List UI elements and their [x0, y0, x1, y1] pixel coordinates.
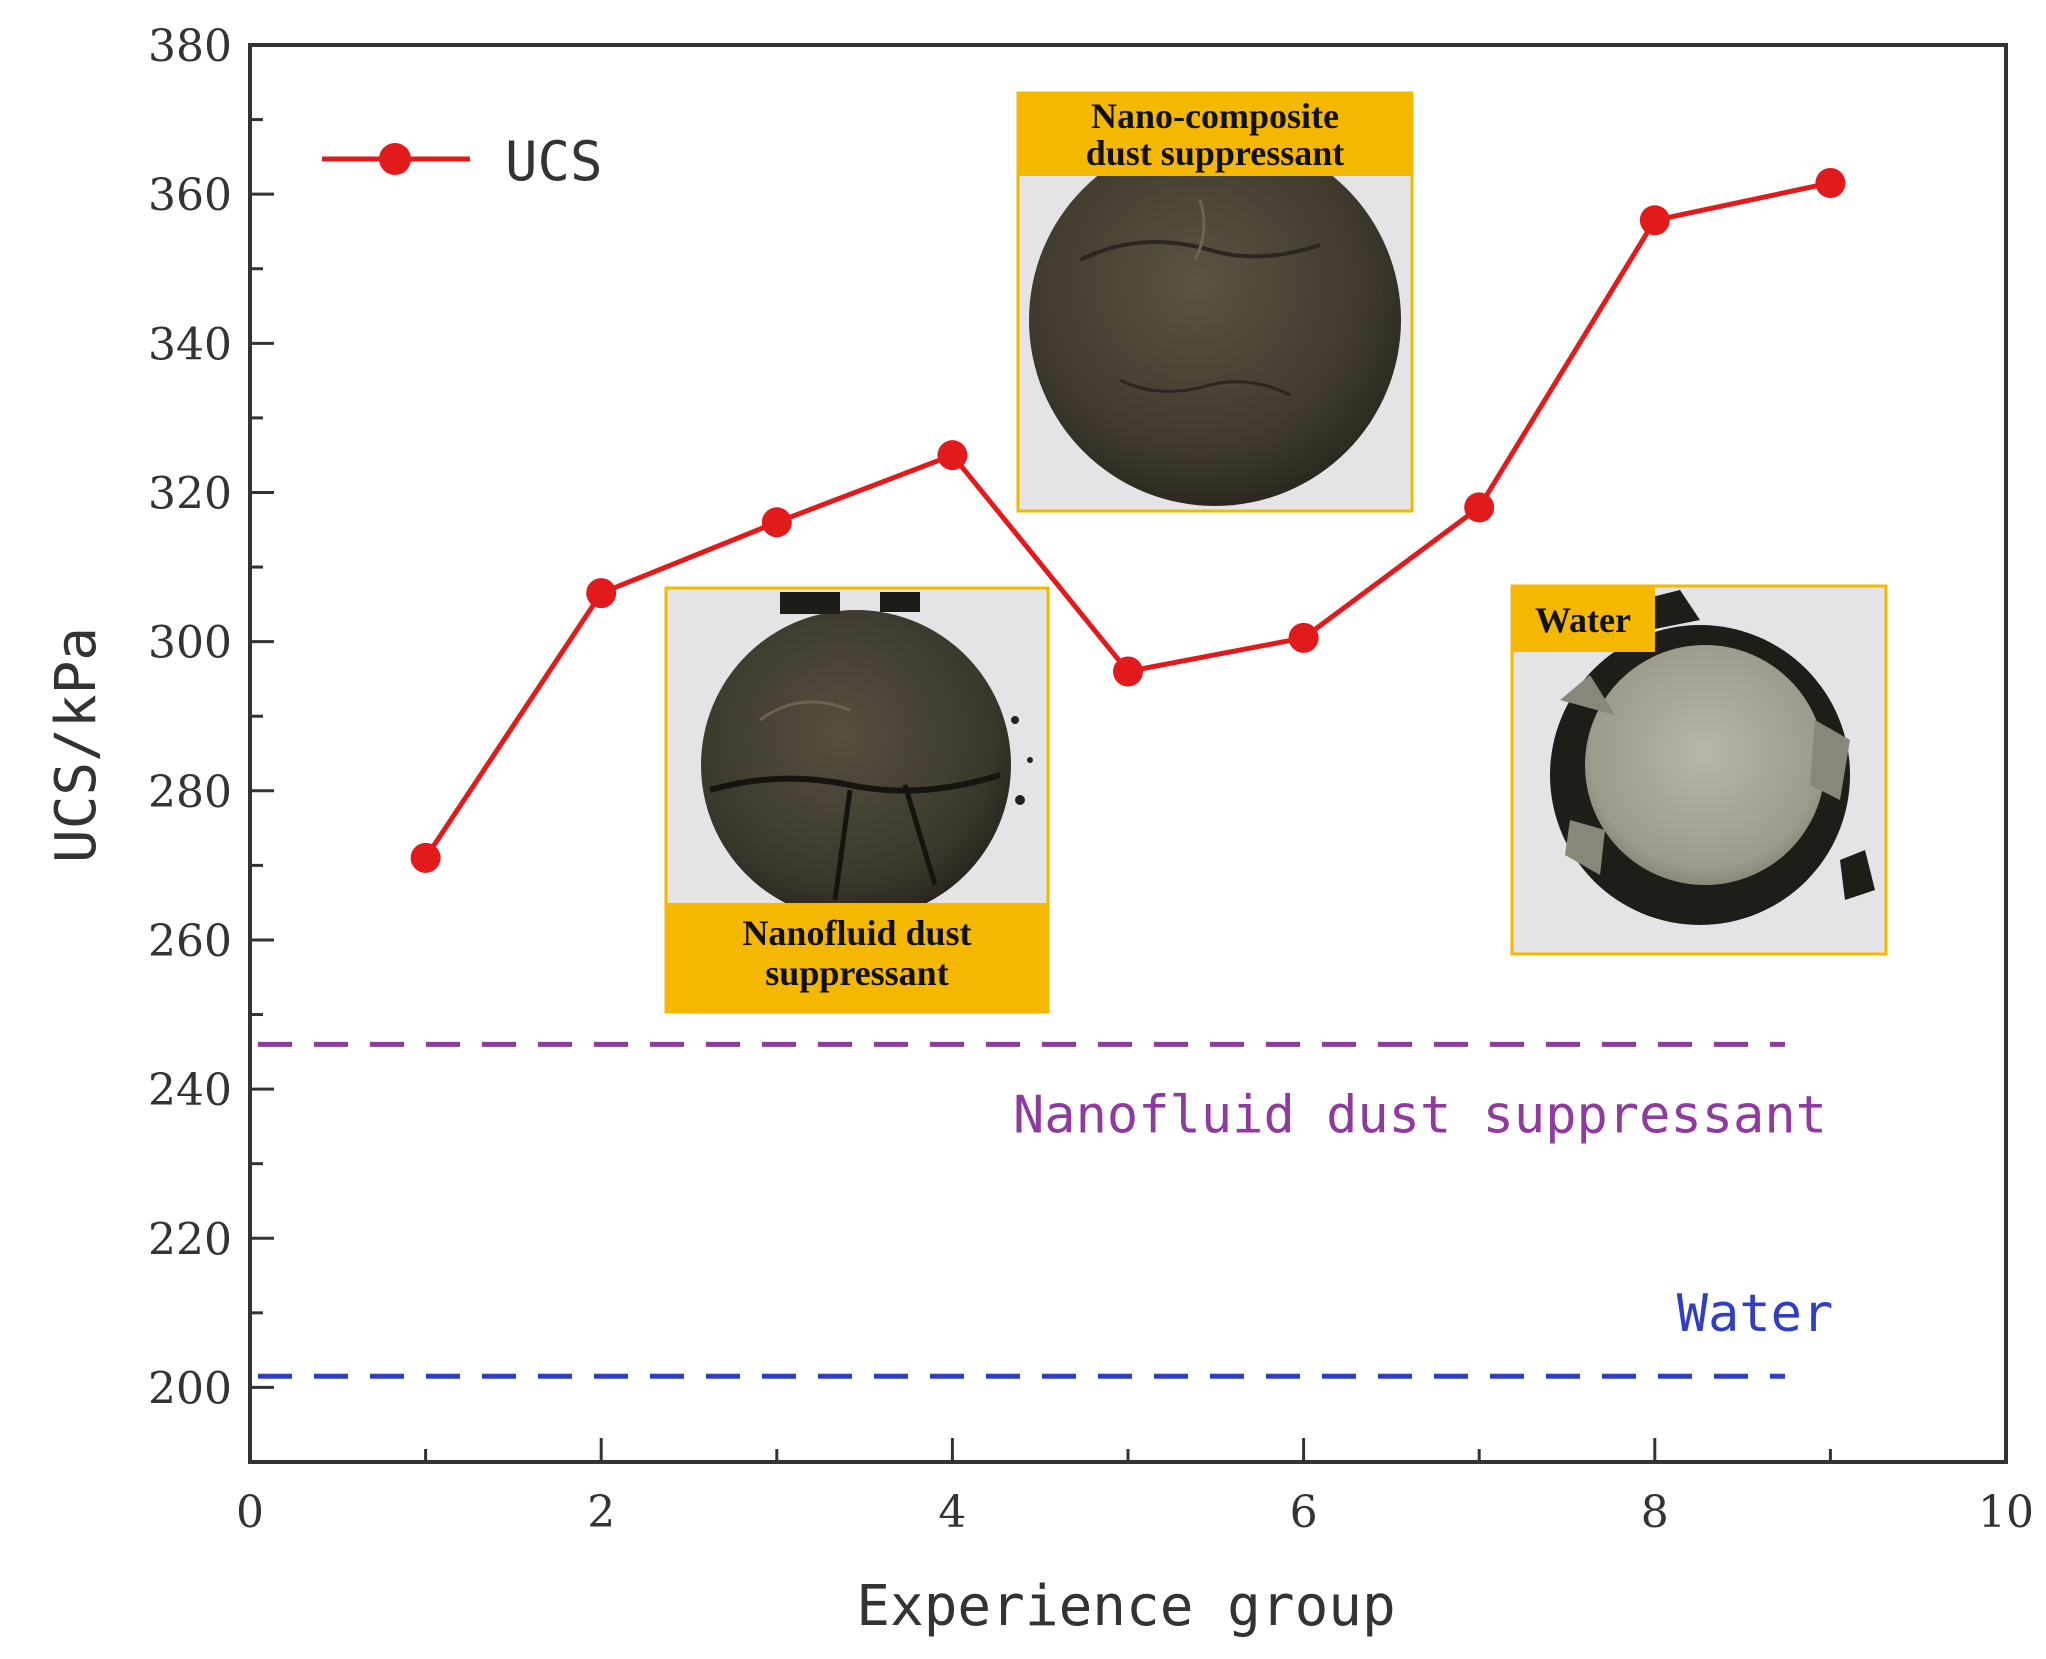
- photo-nanofluid: Nanofluid dust suppressant: [664, 586, 1050, 1014]
- y-tick-label: 300: [148, 618, 232, 669]
- y-tick-label: 260: [148, 916, 232, 967]
- data-point: [1464, 492, 1495, 523]
- y-tick-label: 280: [148, 767, 232, 818]
- photo-caption-nanofluid-line1: Nanofluid dust: [742, 913, 971, 953]
- x-tick-label: 2: [587, 1487, 615, 1538]
- y-tick-label: 200: [148, 1363, 232, 1414]
- photo-water: Water: [1510, 584, 1888, 956]
- photo-caption-composite-line1: Nano-composite: [1091, 96, 1339, 136]
- data-point: [1288, 622, 1319, 653]
- y-tick-label: 360: [148, 170, 232, 221]
- photo-caption-nanofluid-line2: suppressant: [765, 953, 948, 993]
- x-tick-label: 6: [1290, 1487, 1318, 1538]
- y-tick-label: 380: [148, 21, 232, 72]
- x-tick-label: 8: [1641, 1487, 1669, 1538]
- y-tick-label: 340: [148, 319, 232, 370]
- y-axis-title: UCS/kPa: [44, 627, 109, 863]
- legend-marker: [379, 143, 411, 175]
- data-point: [1815, 167, 1846, 198]
- ucs-series: [410, 167, 1846, 873]
- legend: UCS: [322, 130, 603, 193]
- photo-nano-composite: Nano-composite dust suppressant: [1016, 91, 1414, 513]
- data-point: [937, 440, 968, 471]
- x-axis-title: Experience group: [856, 1574, 1395, 1639]
- data-point: [410, 842, 441, 873]
- reference-lines: Nanofluid dust suppressant Water: [258, 1041, 1834, 1379]
- legend-label: UCS: [505, 130, 603, 193]
- data-point: [586, 578, 617, 609]
- y-tick-label: 320: [148, 468, 232, 519]
- reference-line-label: Nanofluid dust suppressant: [1013, 1085, 1827, 1145]
- photo-caption-water: Water: [1535, 600, 1631, 640]
- data-point: [1113, 656, 1143, 687]
- x-tick-label: 4: [938, 1487, 966, 1538]
- data-point: [761, 507, 792, 538]
- photo-caption-composite-line2: dust suppressant: [1086, 133, 1344, 173]
- axes: 0 2 4 6 8 10 200 220 240 260 280 300 320 340 360 380: [148, 21, 2034, 1538]
- data-point: [1639, 205, 1670, 236]
- y-tick-label: 220: [148, 1214, 232, 1265]
- x-tick-label: 10: [1978, 1487, 2034, 1538]
- x-tick-label: 0: [236, 1487, 264, 1538]
- y-tick-label: 240: [148, 1065, 232, 1116]
- reference-line-label: Water: [1677, 1284, 1834, 1344]
